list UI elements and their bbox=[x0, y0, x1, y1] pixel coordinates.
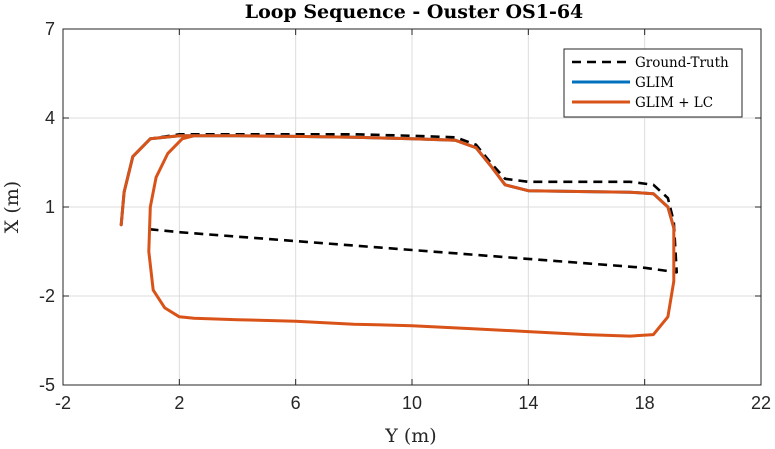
series-line-glim-lc bbox=[119, 134, 676, 338]
x-tick-label: 2 bbox=[174, 393, 184, 413]
legend: Ground-Truth GLIM GLIM + LC bbox=[563, 48, 743, 118]
x-tick-label: -2 bbox=[55, 393, 71, 413]
y-tick-label: -2 bbox=[39, 286, 55, 306]
legend-label: Ground-Truth bbox=[635, 55, 729, 71]
x-tick-label: 22 bbox=[751, 393, 771, 413]
x-tick-label: 18 bbox=[635, 393, 655, 413]
legend-label: GLIM bbox=[635, 75, 674, 91]
y-tick-label: 4 bbox=[45, 108, 55, 128]
chart-title: Loop Sequence - Ouster OS1-64 bbox=[245, 1, 584, 23]
legend-label: GLIM + LC bbox=[635, 95, 713, 111]
plot-lines bbox=[119, 133, 679, 338]
x-tick-label: 6 bbox=[291, 393, 301, 413]
x-axis-label: Y (m) bbox=[384, 425, 436, 447]
y-axis-label: X (m) bbox=[1, 181, 23, 233]
y-tick-label: -5 bbox=[39, 375, 55, 395]
y-tick-label: 1 bbox=[45, 197, 55, 217]
y-tick-label: 7 bbox=[45, 19, 55, 39]
x-tick-label: 14 bbox=[518, 393, 538, 413]
x-tick-label: 10 bbox=[402, 393, 422, 413]
